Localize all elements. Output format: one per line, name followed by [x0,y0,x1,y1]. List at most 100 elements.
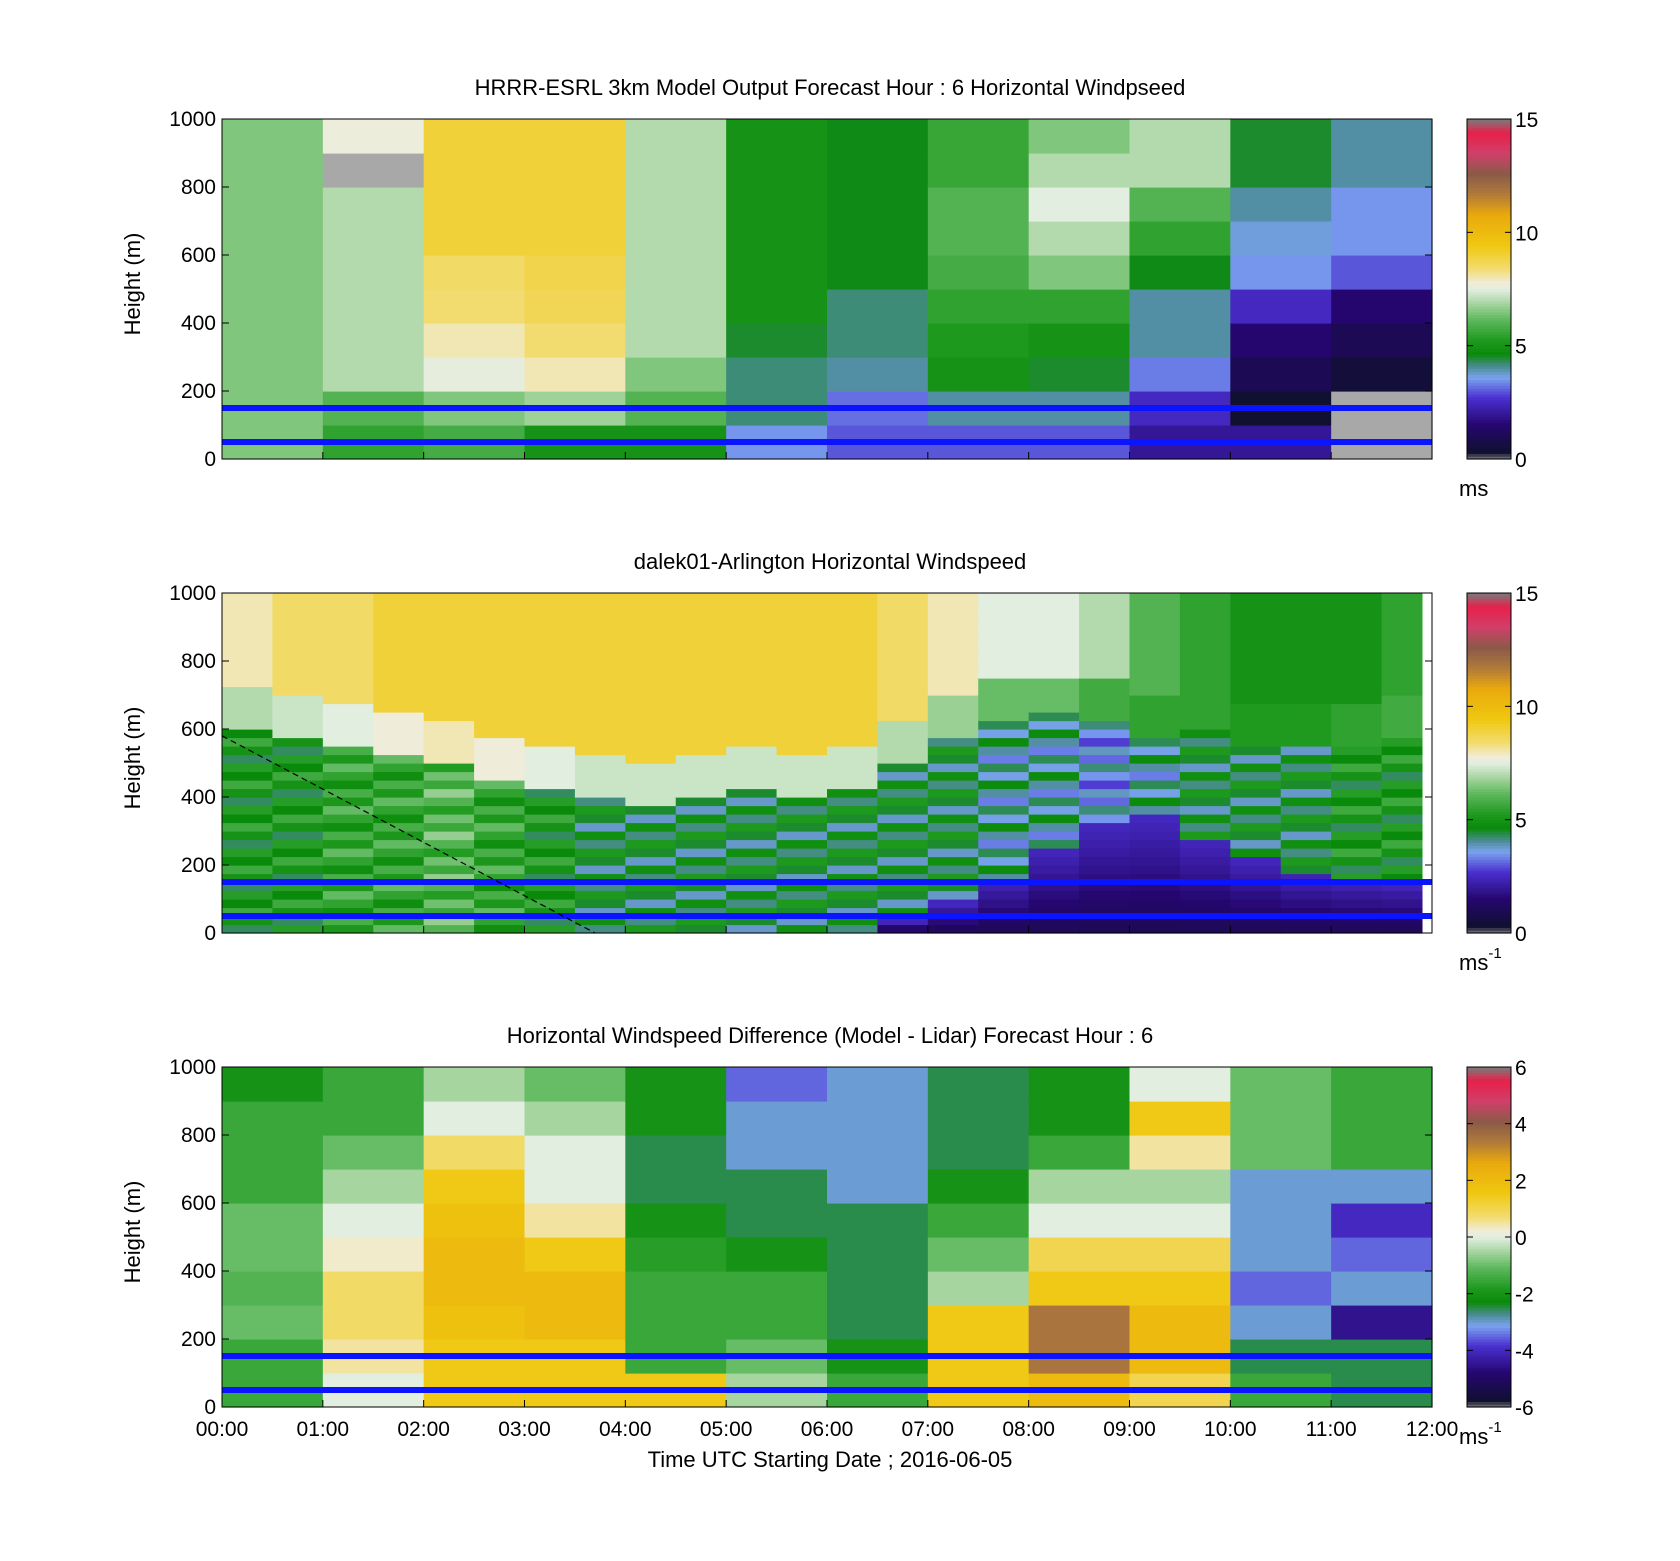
colorbar-swatch [1467,675,1511,679]
heatmap-cell [877,627,929,637]
heatmap-cell [1028,187,1131,222]
heatmap-cell [322,255,425,290]
heatmap-cell [625,627,677,637]
heatmap-cell [1331,610,1383,620]
heatmap-cell [978,618,1030,628]
x-axis [221,926,1433,933]
heatmap-cell [827,882,879,892]
colorbar-swatch [1467,910,1511,914]
colorbar-swatch [1467,144,1511,148]
heatmap-cell [1331,865,1383,875]
heatmap-cell [322,729,374,739]
colorbar-swatch [1467,357,1511,361]
heatmap-cell [1079,686,1131,696]
heatmap-cell [322,737,374,747]
colorbar-swatch [1467,198,1511,202]
heatmap-cell [1381,831,1423,841]
heatmap-cell [726,797,778,807]
heatmap-cell [1129,873,1181,883]
heatmap-cell [776,644,828,654]
colorbar-swatch [1467,1296,1511,1300]
heatmap-cell [1230,754,1282,764]
heatmap-cell [927,1169,1030,1204]
heatmap-cell [726,255,828,290]
heatmap-cell [322,610,374,620]
heatmap-cell [524,873,576,883]
heatmap-cell [1179,754,1231,764]
heatmap-cell [373,873,425,883]
heatmap-cell [524,848,576,858]
heatmap-cell [978,635,1030,645]
colorbar-swatch [1467,229,1511,233]
colorbar-swatch [1467,1180,1511,1184]
colorbar-swatch [1467,760,1511,764]
heatmap-cell [1129,221,1231,256]
heatmap-cell [927,703,979,713]
heatmap-cell [524,255,626,290]
colorbar-swatch [1467,717,1511,722]
heatmap-cell [726,1135,828,1170]
heatmap-cell [1381,669,1423,679]
heatmap-cell [675,831,727,841]
heatmap-cell [272,899,324,909]
heatmap-cell [1028,831,1080,841]
heatmap-cell [1028,669,1080,679]
colorbar-swatch [1467,1271,1511,1275]
colorbar-swatch [1467,734,1511,739]
colorbar-swatch [1467,833,1511,838]
heatmap-cell [373,610,425,620]
heatmap-cell [322,119,425,154]
colorbar-swatch [1467,1307,1511,1312]
heatmap-cell [1331,916,1383,926]
heatmap-cell [1331,822,1383,832]
colorbar-swatch [1467,1316,1511,1320]
heatmap-cell [1280,601,1332,611]
heatmap-cell [474,805,526,815]
heatmap-cell [222,780,274,790]
heatmap-cell [978,712,1030,722]
heatmap-cell [423,899,475,909]
colorbar-swatch [1467,223,1511,228]
heatmap-cell [827,916,879,926]
heatmap-cell [524,814,576,824]
heatmap-cell [322,652,374,662]
colorbar-swatch [1467,306,1511,310]
heatmap-cell [474,771,526,781]
heatmap-cell [1028,771,1080,781]
colorbar-swatch [1467,593,1511,597]
heatmap-cell [776,899,828,909]
heatmap-cell [1179,916,1231,926]
heatmap-cell [827,899,879,909]
heatmap-cell [373,788,425,798]
heatmap-cell [322,357,425,392]
heatmap-cell [978,907,1030,917]
colorbar-swatch [1467,226,1511,231]
heatmap-cell [827,695,879,705]
heatmap-cell [373,644,425,654]
colorbar-swatch [1467,726,1511,730]
heatmap-cell [726,729,778,739]
heatmap-cell [927,754,979,764]
colorbar-swatch [1467,641,1511,645]
heatmap-cell [1280,839,1332,849]
heatmap-cell [222,771,274,781]
y-tick-label: 800 [181,650,216,673]
heatmap-cell [222,865,274,875]
heatmap-cell [272,720,324,730]
colorbar-swatch [1467,901,1511,906]
heatmap-cell [625,187,727,222]
colorbar-swatch [1467,865,1511,869]
colorbar-swatch [1467,371,1511,375]
colorbar-swatch [1467,1103,1511,1108]
heatmap-cell [322,882,374,892]
heatmap-cell [978,788,1030,798]
heatmap-cell [625,1169,727,1204]
colorbar-swatch [1467,1106,1511,1111]
heatmap-cell [1079,635,1131,645]
heatmap-cell [625,771,677,781]
heatmap-cell [222,737,274,747]
heatmap-cell [1230,627,1282,637]
colorbar-swatch [1467,212,1511,216]
heatmap-cell [524,1169,626,1204]
heatmap-cell [877,618,929,628]
